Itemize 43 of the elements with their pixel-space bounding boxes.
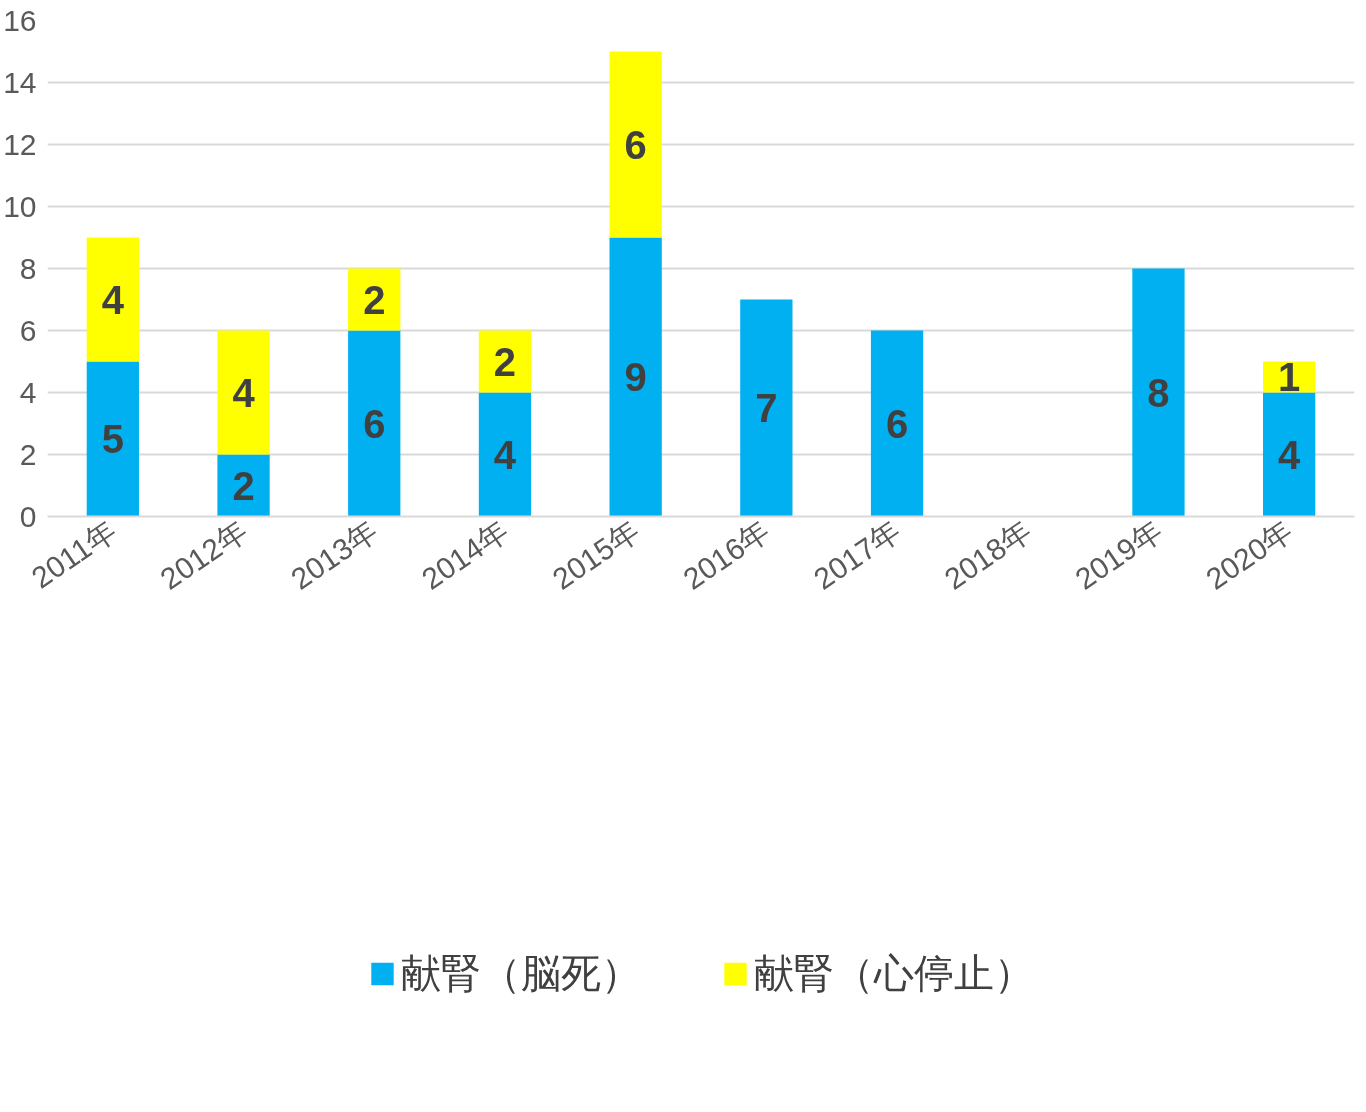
y-tick-label: 6 — [19, 313, 37, 347]
data-label: 2 — [232, 463, 255, 508]
x-tick-label: 2016年 — [677, 513, 776, 596]
y-tick-label: 10 — [3, 189, 37, 223]
bar — [740, 299, 793, 517]
x-tick-label: 2012年 — [154, 513, 253, 596]
y-tick-label: 0 — [19, 499, 37, 533]
x-tick-label: 2018年 — [938, 513, 1038, 596]
bar — [86, 361, 139, 517]
bar — [348, 330, 401, 517]
y-tick-label: 12 — [3, 127, 37, 161]
data-label: 4 — [101, 277, 125, 322]
data-label: 1 — [1278, 355, 1301, 399]
data-label: 6 — [885, 401, 909, 446]
y-tick-label: 8 — [19, 251, 37, 285]
bar — [609, 51, 662, 238]
data-label: 6 — [363, 401, 386, 446]
bar — [1132, 268, 1185, 517]
data-label: 6 — [624, 122, 647, 167]
y-tick-label: 4 — [19, 375, 37, 409]
bar — [478, 392, 532, 517]
x-tick-label: 2013年 — [285, 513, 384, 596]
bar — [1263, 392, 1316, 517]
bar — [86, 237, 139, 362]
y-tick-label: 16 — [3, 3, 37, 37]
bar — [609, 237, 662, 517]
legend-label: 献腎（心停止） — [753, 949, 1034, 997]
data-label: 4 — [493, 432, 517, 477]
data-label: 5 — [101, 417, 124, 461]
data-label: 7 — [755, 386, 778, 430]
x-tick-label: 2020年 — [1199, 513, 1299, 596]
data-label: 4 — [232, 370, 256, 415]
bar — [217, 330, 270, 455]
x-tick-label: 2019年 — [1069, 513, 1168, 596]
y-tick-label: 14 — [3, 65, 37, 99]
legend-label: 献腎（脳死） — [400, 949, 641, 997]
data-label: 4 — [1278, 432, 1302, 477]
bar — [870, 330, 924, 517]
data-label: 9 — [624, 355, 647, 399]
data-label: 8 — [1147, 370, 1170, 415]
data-label: 2 — [363, 277, 386, 322]
y-tick-label: 2 — [19, 437, 37, 471]
data-label: 2 — [493, 339, 517, 384]
